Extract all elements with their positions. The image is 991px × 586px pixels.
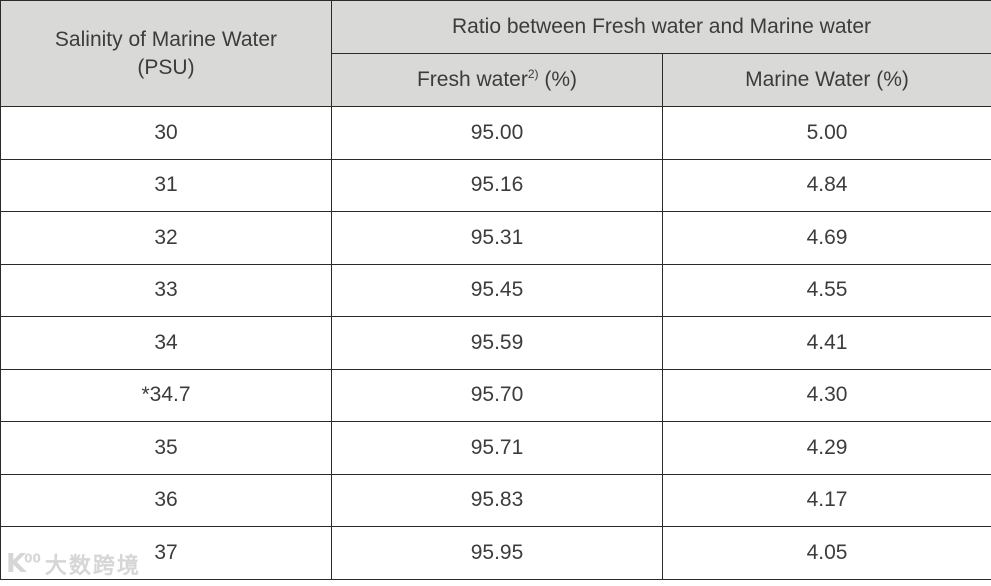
fresh-water-cell: 95.71 <box>331 421 663 475</box>
fresh-water-cell: 95.16 <box>331 158 663 212</box>
salinity-cell: 33 <box>0 263 332 317</box>
marine-water-cell: 4.17 <box>661 473 991 527</box>
fresh-water-unit: (%) <box>538 68 578 91</box>
fresh-water-cell: 95.83 <box>331 473 663 527</box>
fresh-water-label: Fresh water <box>416 68 528 91</box>
table-row: 34 95.59 4.41 <box>0 316 991 370</box>
marine-water-cell: 4.69 <box>661 211 991 265</box>
table-header: Salinity of Marine Water (PSU) Ratio bet… <box>0 0 991 107</box>
fresh-water-cell: 95.31 <box>331 211 663 265</box>
table-row: 33 95.45 4.55 <box>0 263 991 317</box>
fresh-water-cell: 95.70 <box>331 368 663 422</box>
header-fresh-water: Fresh water2) (%) <box>331 53 663 107</box>
fresh-water-cell: 95.00 <box>331 106 663 160</box>
marine-water-cell: 5.00 <box>661 106 991 160</box>
marine-water-cell: 4.84 <box>661 158 991 212</box>
salinity-cell: 35 <box>0 421 332 475</box>
header-marine-water: Marine Water (%) <box>661 53 991 107</box>
header-salinity-psu: Salinity of Marine Water (PSU) <box>0 0 332 107</box>
table-row: 32 95.31 4.69 <box>0 211 991 265</box>
marine-water-cell: 4.41 <box>661 316 991 370</box>
table-row: 35 95.71 4.29 <box>0 421 991 475</box>
fresh-water-cell: 95.95 <box>331 526 663 580</box>
salinity-cell: 31 <box>0 158 332 212</box>
marine-water-cell: 4.55 <box>661 263 991 317</box>
salinity-cell: 30 <box>0 106 332 160</box>
marine-water-cell: 4.29 <box>661 421 991 475</box>
table-row: 36 95.83 4.17 <box>0 473 991 527</box>
salinity-cell: 34 <box>0 316 332 370</box>
header-row-group: Salinity of Marine Water (PSU) Ratio bet… <box>0 0 991 107</box>
salinity-cell: *34.7 <box>0 368 332 422</box>
fresh-water-cell: 95.59 <box>331 316 663 370</box>
marine-water-cell: 4.05 <box>661 526 991 580</box>
table-row: 37 95.95 4.05 <box>0 526 991 580</box>
header-ratio-group: Ratio between Fresh water and Marine wat… <box>330 0 991 54</box>
fresh-water-footnote-marker: 2) <box>527 67 539 81</box>
table-row: 30 95.00 5.00 <box>0 106 991 160</box>
marine-water-cell: 4.30 <box>661 368 991 422</box>
header-salinity-line1: Salinity of Marine Water <box>54 27 278 51</box>
header-row-sub: Fresh water2) (%) Marine Water (%) <box>1 53 991 107</box>
salinity-cell: 36 <box>0 473 332 527</box>
table-row: 31 95.16 4.84 <box>0 158 991 212</box>
table-body: 30 95.00 5.00 31 95.16 4.84 32 95.31 4.6… <box>0 106 991 580</box>
salinity-cell: 37 <box>0 526 332 580</box>
header-salinity-line2: (PSU) <box>137 55 195 79</box>
salinity-cell: 32 <box>0 211 332 265</box>
fresh-water-cell: 95.45 <box>331 263 663 317</box>
table-row: *34.7 95.70 4.30 <box>0 368 991 422</box>
